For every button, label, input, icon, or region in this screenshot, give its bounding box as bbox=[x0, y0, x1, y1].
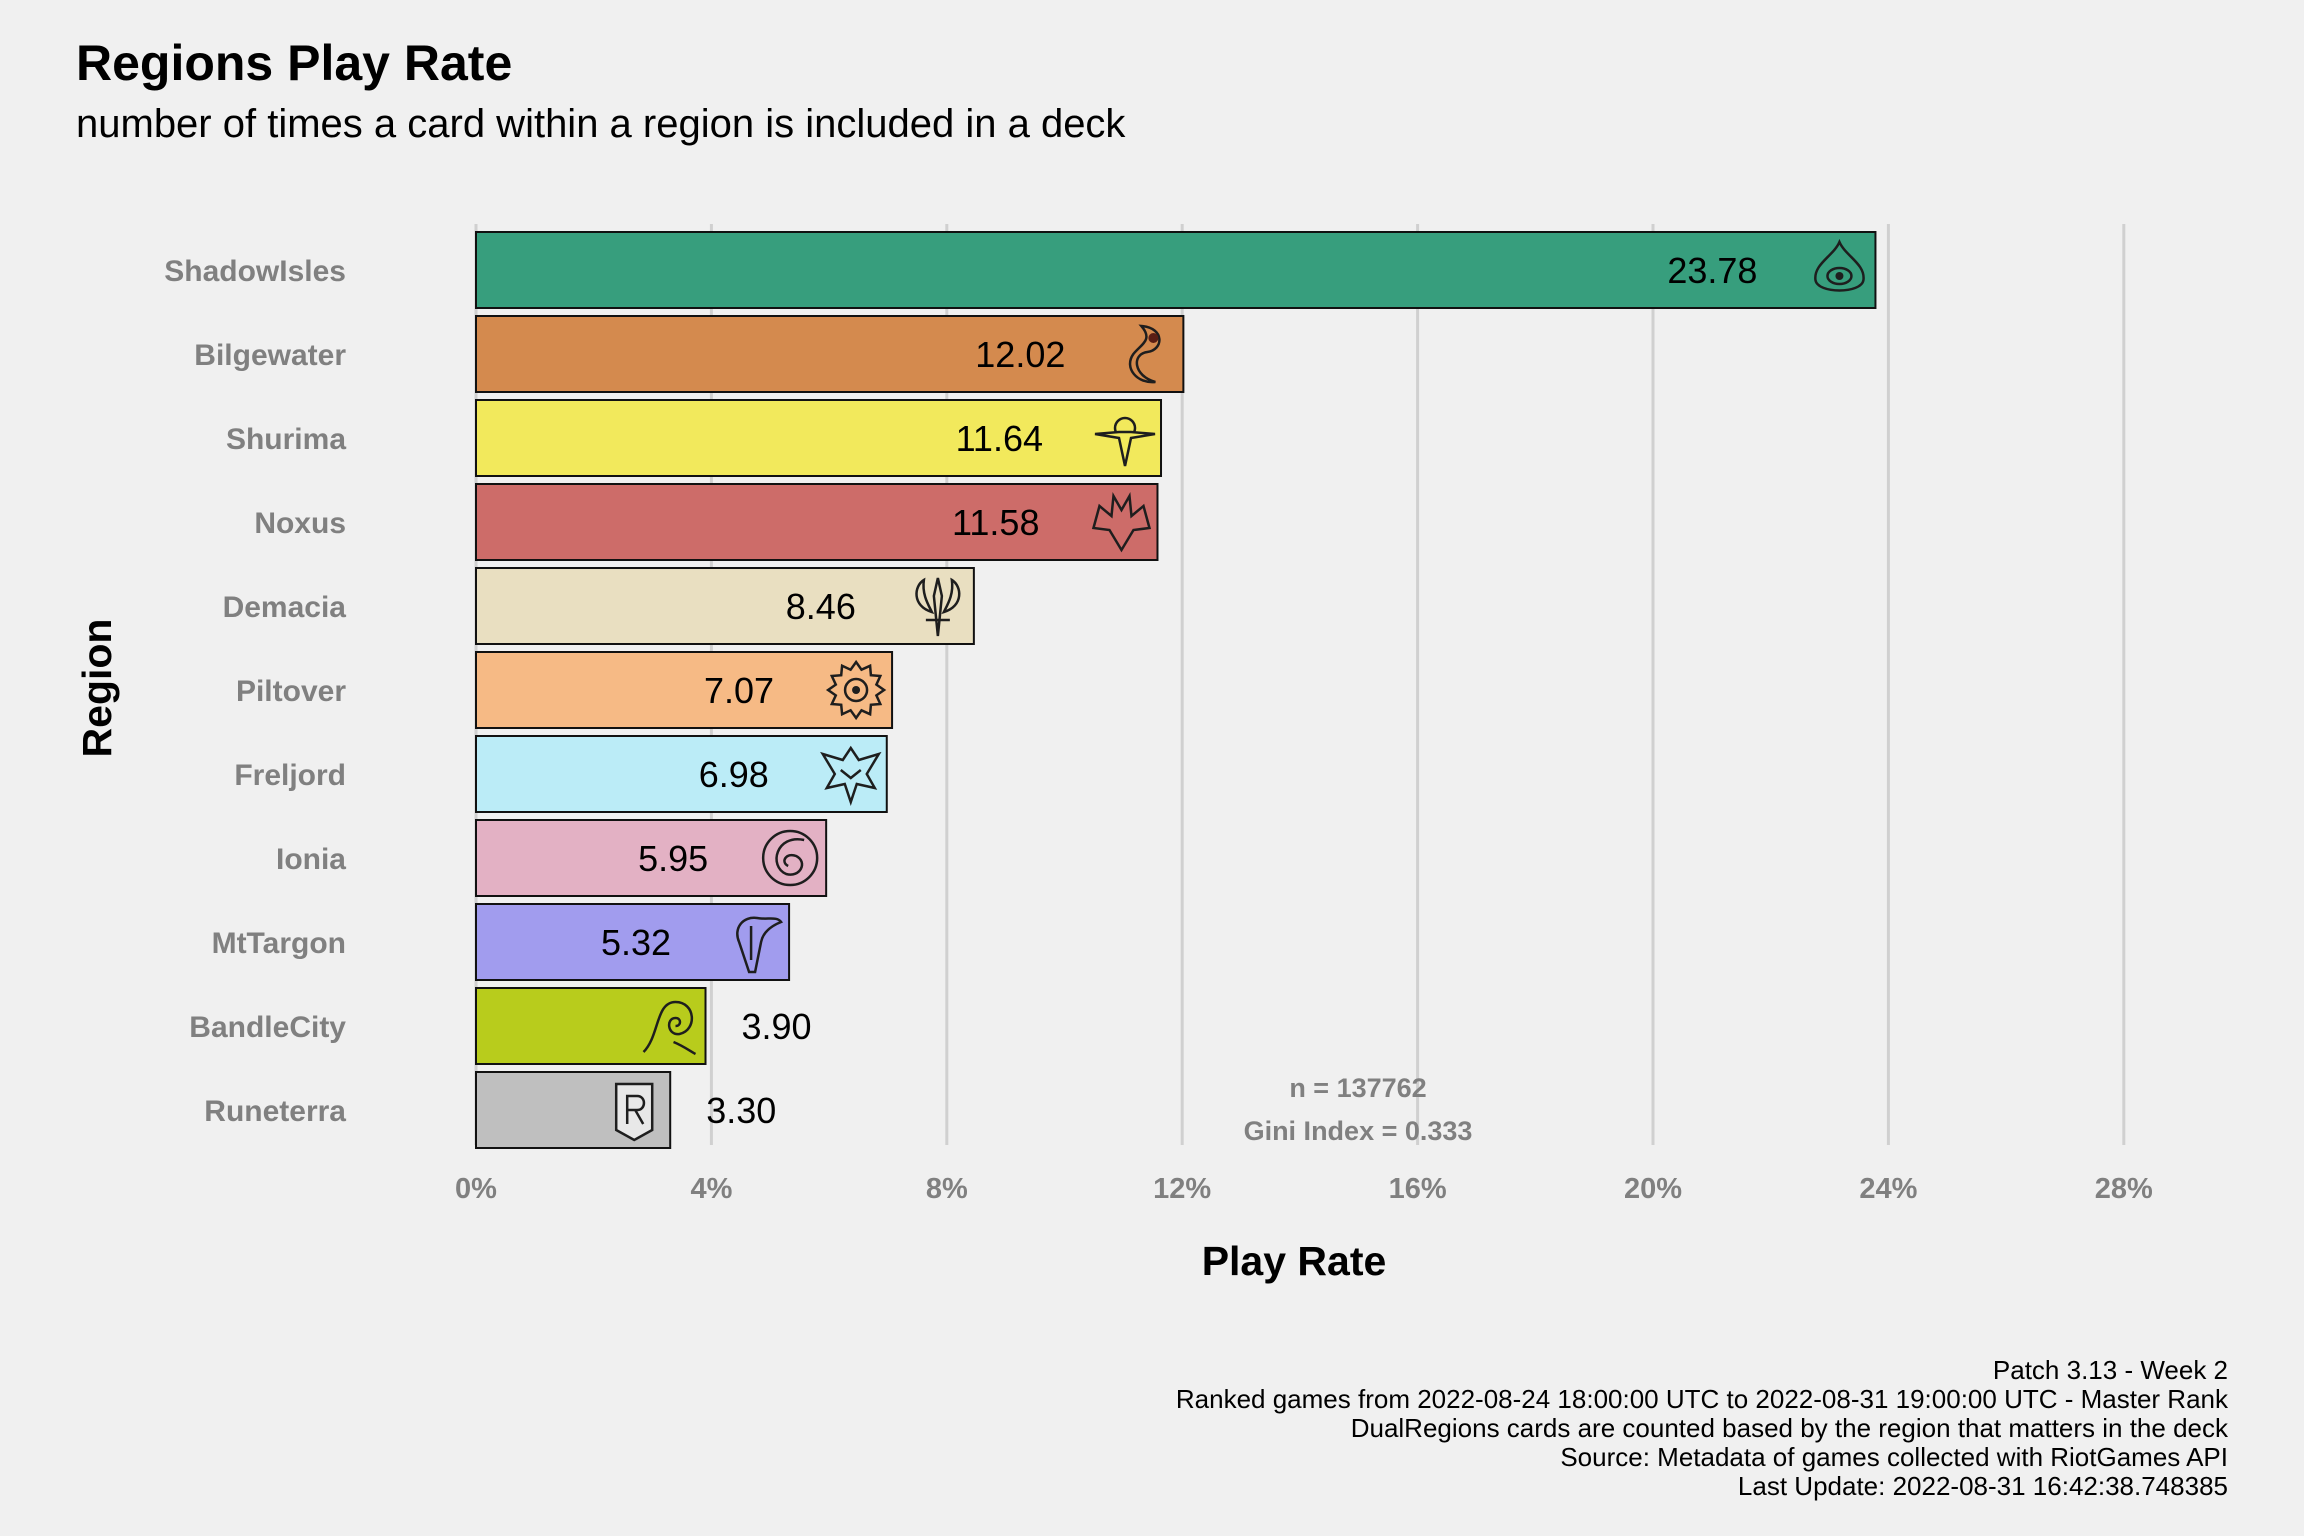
category-label: Shurima bbox=[226, 423, 346, 456]
bar-group: 8.46 bbox=[475, 567, 975, 645]
bilgewater-icon bbox=[1128, 324, 1161, 384]
bar-value-label: 8.46 bbox=[786, 586, 856, 627]
bar-group: 7.07 bbox=[475, 651, 894, 729]
x-tick-label: 4% bbox=[690, 1173, 732, 1205]
bar-noxus bbox=[475, 483, 1159, 561]
bar-group: 11.58 bbox=[475, 483, 1159, 561]
x-tick-label: 12% bbox=[1153, 1173, 1211, 1205]
chart-subtitle: number of times a card within a region i… bbox=[76, 102, 1126, 146]
bar-group: 3.30 bbox=[475, 1071, 776, 1149]
bar-group: 6.98 bbox=[475, 735, 888, 813]
x-tick-labels: 0% 4% 8% 12% 16% 20% 24% 28% bbox=[455, 1173, 2153, 1205]
category-label: Bilgewater bbox=[194, 339, 346, 372]
ionia-icon bbox=[761, 829, 819, 887]
caption-line: DualRegions cards are counted based by t… bbox=[1350, 1413, 2228, 1443]
grid-lines bbox=[474, 224, 2126, 1145]
shurima-icon bbox=[1094, 416, 1156, 467]
x-tick-label: 0% bbox=[455, 1173, 497, 1205]
category-label: Piltover bbox=[236, 675, 346, 708]
caption-line: Ranked games from 2022-08-24 18:00:00 UT… bbox=[1175, 1384, 2228, 1414]
x-tick-label: 16% bbox=[1389, 1173, 1447, 1205]
chart-title: Regions Play Rate bbox=[76, 35, 513, 91]
bar-value-label: 12.02 bbox=[975, 334, 1065, 375]
piltover-icon bbox=[825, 659, 887, 721]
n-annotation: n = 137762 bbox=[1289, 1073, 1426, 1103]
bar-value-label: 7.07 bbox=[704, 670, 774, 711]
mttargon-icon bbox=[736, 916, 783, 974]
bar-group: 11.64 bbox=[475, 399, 1163, 477]
x-tick-label: 8% bbox=[926, 1173, 968, 1205]
runeterra-icon bbox=[614, 1082, 654, 1142]
shadowisles-icon bbox=[1814, 238, 1865, 292]
category-label: MtTargon bbox=[212, 927, 346, 960]
bar-bilgewater bbox=[475, 315, 1185, 393]
bar-value-label: 5.32 bbox=[601, 922, 671, 963]
category-label: Ionia bbox=[276, 843, 346, 876]
category-label: ShadowIsles bbox=[164, 255, 346, 288]
bar-group: 3.90 bbox=[475, 987, 812, 1065]
category-label: Noxus bbox=[254, 507, 346, 540]
bar-group: 5.95 bbox=[475, 819, 828, 897]
chart-caption: Patch 3.13 - Week 2 Ranked games from 20… bbox=[1176, 1356, 2228, 1501]
bar-group: 12.02 bbox=[475, 315, 1185, 393]
bar-value-label: 3.30 bbox=[706, 1090, 776, 1131]
bar-value-label: 3.90 bbox=[742, 1006, 812, 1047]
bar-value-label: 6.98 bbox=[699, 754, 769, 795]
category-label: Freljord bbox=[234, 759, 346, 792]
x-tick-label: 20% bbox=[1624, 1173, 1682, 1205]
bar-shurima bbox=[475, 399, 1163, 477]
bar-mttargon bbox=[475, 903, 791, 981]
bar-freljord bbox=[475, 735, 888, 813]
bars: 23.78 12.02 11.64 11.58 8.46 7.07 6.98 5.95 5.32… bbox=[475, 231, 1877, 1149]
category-label: Runeterra bbox=[204, 1095, 346, 1128]
freljord-icon bbox=[820, 745, 882, 806]
x-axis-label: Play Rate bbox=[1202, 1238, 1387, 1284]
bar-group: 23.78 bbox=[475, 231, 1877, 309]
bar-value-label: 5.95 bbox=[638, 838, 708, 879]
bar-shadowisles bbox=[475, 231, 1877, 309]
gini-annotation: Gini Index = 0.333 bbox=[1244, 1116, 1473, 1146]
caption-line: Patch 3.13 - Week 2 bbox=[1992, 1355, 2228, 1385]
bar-value-label: 23.78 bbox=[1667, 250, 1757, 291]
bandlecity-icon bbox=[642, 1000, 697, 1056]
y-axis-label: Region bbox=[74, 619, 120, 758]
noxus-icon bbox=[1091, 491, 1152, 553]
demacia-icon bbox=[915, 577, 961, 637]
category-labels: ShadowIsles Bilgewater Shurima Noxus Demacia… bbox=[164, 255, 346, 1128]
bar-value-label: 11.64 bbox=[956, 418, 1043, 459]
x-tick-label: 24% bbox=[1859, 1173, 1917, 1205]
x-tick-label: 28% bbox=[2095, 1173, 2153, 1205]
bar-demacia bbox=[475, 567, 975, 645]
caption-line: Last Update: 2022-08-31 16:42:38.748385 bbox=[1737, 1471, 2228, 1501]
bar-value-label: 11.58 bbox=[952, 502, 1039, 543]
bar-group: 5.32 bbox=[475, 903, 791, 981]
category-label: Demacia bbox=[223, 591, 347, 624]
caption-line: Source: Metadata of games collected with… bbox=[1560, 1442, 2228, 1472]
bar-piltover bbox=[475, 651, 894, 729]
category-label: BandleCity bbox=[189, 1011, 346, 1044]
